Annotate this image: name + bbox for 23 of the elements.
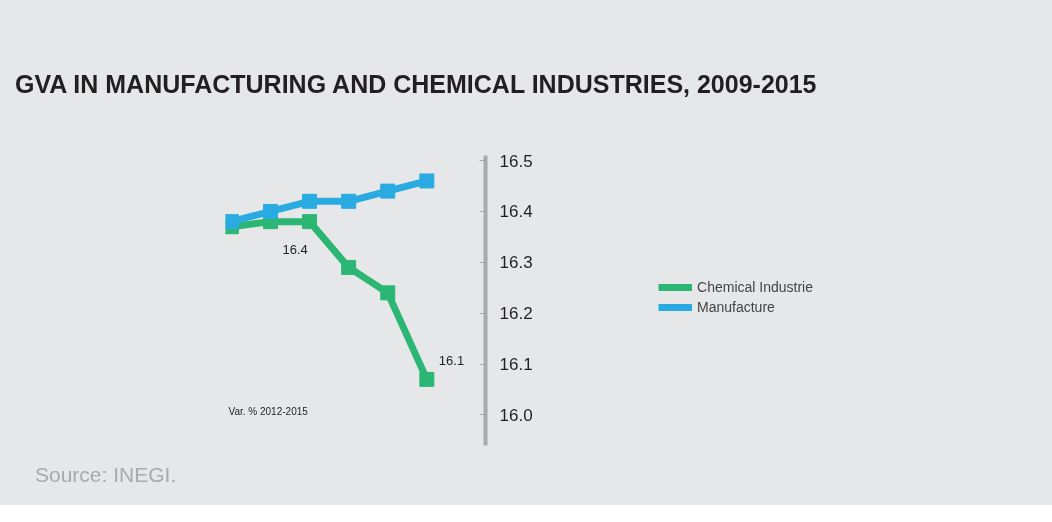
point [419,371,435,387]
point [380,285,396,301]
point [262,203,278,219]
data-label: 16.1 [438,353,465,369]
y-tick-label: 16.2 [499,304,533,324]
source-note: Source: INEGI. [35,462,177,488]
point [225,214,239,230]
legend-label: Manufacture [697,299,775,315]
annotation: Var. % 2012-2015 [228,405,309,417]
y-tick-label: 16.1 [499,355,533,375]
y-tick-label: 16.4 [499,202,533,222]
point [341,259,357,275]
legend-label: Chemical Industrie [697,279,813,295]
y-tick-label: 16.5 [499,151,533,171]
point [302,214,318,230]
point [302,193,318,209]
y-tick-label: 16.3 [499,253,533,273]
point [419,173,435,189]
chart-title: GVA IN MANUFACTURING AND CHEMICAL INDUSTRIES, 2009-2015 [15,69,817,100]
point [341,193,357,209]
data-label: 16.4 [282,241,308,257]
point [380,183,396,199]
y-tick-label: 16.0 [499,405,533,425]
